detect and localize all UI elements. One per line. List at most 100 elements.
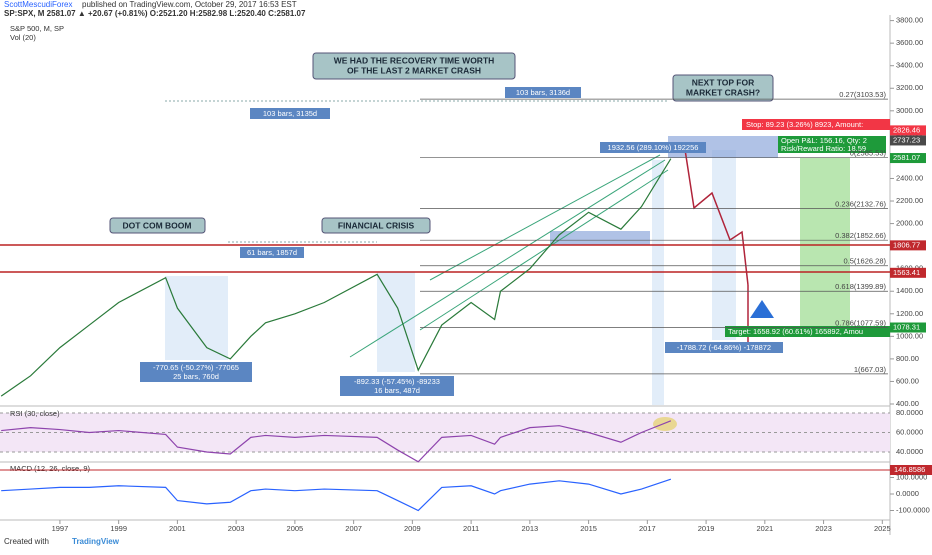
rsi-tick-label: 40.0000 xyxy=(896,447,923,456)
macd-line xyxy=(1,478,672,512)
measure-text: -1788.72 (-64.86%) -178872 xyxy=(677,343,771,352)
y-tick-label: 3000.00 xyxy=(896,106,923,115)
rsi-highlight xyxy=(653,417,677,431)
rsi-tick-label: 60.0000 xyxy=(896,427,923,436)
y-tick-label: 800.00 xyxy=(896,354,919,363)
volume-label: Vol (20) xyxy=(10,33,36,42)
price-label: 1806.77 xyxy=(893,240,920,249)
fib-label: 0.786(1077.59) xyxy=(835,319,886,328)
measure-text: 1932.56 (289.10%) 192256 xyxy=(608,143,699,152)
callout-text: MARKET CRASH? xyxy=(686,87,760,97)
y-tick-label: 1400.00 xyxy=(896,286,923,295)
measure-text: -770.65 (-50.27%) -77065 xyxy=(153,363,239,372)
callout-text: DOT COM BOOM xyxy=(123,220,192,230)
fib-label: 0.236(2132.76) xyxy=(835,200,886,209)
range-box xyxy=(550,231,650,245)
measure-text: 25 bars, 760d xyxy=(173,372,219,381)
x-tick-label: 2017 xyxy=(639,524,656,533)
price-label: 1563.41 xyxy=(893,268,920,277)
y-tick-label: 2000.00 xyxy=(896,219,923,228)
price-label-box xyxy=(890,240,926,251)
x-tick-label: 2001 xyxy=(169,524,186,533)
price-label-box xyxy=(890,125,926,136)
measure-text: 103 bars, 3135d xyxy=(263,109,317,118)
macd-tick-label: 100.0000 xyxy=(896,472,927,481)
x-tick-label: 2021 xyxy=(756,524,773,533)
callout-text: WE HAD THE RECOVERY TIME WORTH xyxy=(334,55,495,65)
fib-label: 0.5(1626.28) xyxy=(843,257,886,266)
fib-label: 0.27(3103.53) xyxy=(839,90,886,99)
x-tick-label: 2013 xyxy=(522,524,539,533)
rsi-title: RSI (30, close) xyxy=(10,409,60,418)
price-label-box xyxy=(890,322,926,333)
x-tick-label: 2023 xyxy=(815,524,832,533)
x-tick-label: 2015 xyxy=(580,524,597,533)
channel-line xyxy=(419,169,669,331)
measure-labels: -770.65 (-50.27%) -77065 25 bars, 760d -… xyxy=(140,87,890,396)
macd-tick-label: -100.0000 xyxy=(896,505,930,514)
x-tick-label: 2007 xyxy=(345,524,362,533)
price-line xyxy=(0,158,672,397)
callout-text: OF THE LAST 2 MARKET CRASH xyxy=(347,65,481,75)
measure-text: 61 bars, 1857d xyxy=(247,248,297,257)
warning-icon xyxy=(750,300,774,318)
symbol: S&P 500, M, SP xyxy=(10,24,64,33)
callout-text: FINANCIAL CRISIS xyxy=(338,220,415,230)
x-tick-label: 2011 xyxy=(463,524,479,533)
y-tick-label: 3600.00 xyxy=(896,38,923,47)
price-label-box xyxy=(890,135,926,146)
y-tick-label: 3200.00 xyxy=(896,83,923,92)
footer-created: Created with xyxy=(4,537,49,546)
y-tick-label: 1000.00 xyxy=(896,331,923,340)
projection-arrows xyxy=(683,142,749,350)
measure-zone xyxy=(652,160,664,405)
callouts: DOT COM BOOM FINANCIAL CRISIS WE HAD THE… xyxy=(109,52,774,234)
channel-line xyxy=(429,154,661,281)
measure-text: 16 bars, 487d xyxy=(374,386,420,395)
x-tick-label: 2005 xyxy=(287,524,304,533)
fib-label: 0.618(1399.89) xyxy=(835,282,886,291)
fib-label: 1(667.03) xyxy=(854,365,887,374)
fib-label: 0(2585.53) xyxy=(850,149,887,158)
footer-brand[interactable]: TradingView xyxy=(72,537,120,546)
macd-top-label: 146.8586 xyxy=(894,465,925,474)
y-tick-label: 2200.00 xyxy=(896,196,923,205)
rsi-tick-label: 80.0000 xyxy=(896,408,923,417)
y-tick-label: 600.00 xyxy=(896,376,919,385)
y-tick-label: 3800.00 xyxy=(896,16,923,25)
measure-text: 103 bars, 3136d xyxy=(516,88,570,97)
measure-text: -892.33 (-57.45%) -89233 xyxy=(354,377,440,386)
y-tick-label: 1200.00 xyxy=(896,309,923,318)
price-label-box xyxy=(890,267,926,278)
pl-text: Open P&L: 156.16, Qty: 2 xyxy=(781,136,867,145)
axes: 400.00 600.00 800.00 1000.00 1200.00 1400.00 1… xyxy=(0,16,930,533)
publisher[interactable]: ScottMescudiForex xyxy=(4,0,72,9)
price-label-box xyxy=(890,153,926,164)
x-tick-label: 1999 xyxy=(110,524,127,533)
macd-title: MACD (12, 26, close, 9) xyxy=(10,464,91,473)
stop-text: Stop: 89.23 (3.26%) 8923, Amount: xyxy=(746,120,863,129)
fib-label: 0.382(1852.66) xyxy=(835,231,886,240)
pl-text: Risk/Reward Ratio: 18.59 xyxy=(781,144,866,153)
price-label: 2737.23 xyxy=(893,135,920,144)
price-label: 1078.31 xyxy=(893,322,920,331)
rsi-line xyxy=(1,420,672,463)
macd-tick-label: 0.0000 xyxy=(896,489,919,498)
ticker: SP:SPX, M 2581.07 ▲ +20.67 (+0.81%) O:25… xyxy=(4,9,306,18)
price-label: 2581.07 xyxy=(893,153,920,162)
x-tick-label: 2009 xyxy=(404,524,421,533)
target-text: Target: 1658.92 (60.61%) 165892, Amou xyxy=(728,327,863,336)
y-tick-label: 3400.00 xyxy=(896,61,923,70)
measure-zone xyxy=(165,276,228,360)
y-tick-label: 400.00 xyxy=(896,399,919,408)
callout-text: NEXT TOP FOR xyxy=(692,77,755,87)
price-label: 2826.46 xyxy=(893,125,920,134)
target-zone xyxy=(800,158,850,328)
x-tick-label: 1997 xyxy=(52,524,69,533)
y-tick-label: 2400.00 xyxy=(896,173,923,182)
x-tick-label: 2019 xyxy=(698,524,715,533)
published: published on TradingView.com, October 29… xyxy=(82,0,297,9)
